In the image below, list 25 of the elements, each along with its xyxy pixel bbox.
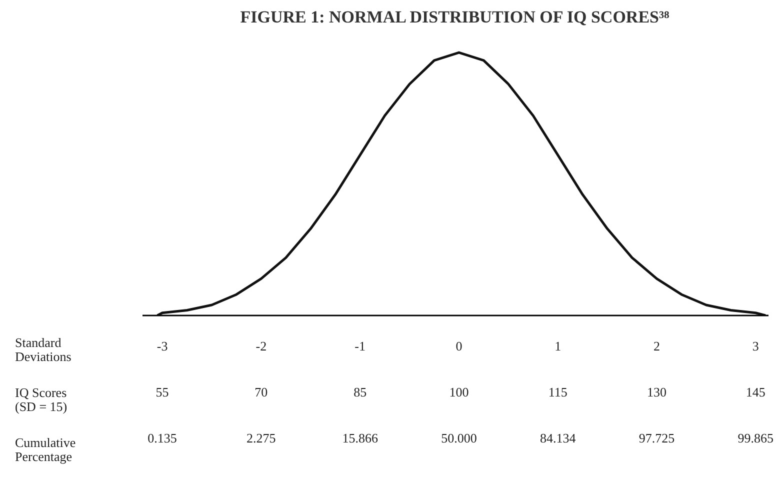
text: IQ Scores (SD = 15) [15,385,68,415]
text: Cumulative Percentage [15,435,76,465]
text: 84.134 [540,430,576,446]
x-tick-label: 0 [456,338,462,354]
x-tick-label: -2 [256,338,267,354]
x-tick-label: -1 [354,338,366,354]
text: 100 [449,384,469,400]
chart-title: FIGURE 1: NORMAL DISTRIBUTION OF IQ SCORES³⁸ [240,8,670,26]
text: 85 [354,384,367,400]
text: 55 [156,384,169,400]
text: 0.135 [148,430,177,446]
x-tick-label: 3 [752,338,759,354]
text: 99.865 [738,430,774,446]
text: 145 [746,384,766,400]
text: Standard Deviations [15,335,72,365]
x-tick-label: 2 [654,338,660,354]
text: 50.000 [441,430,477,446]
text: 130 [647,384,666,400]
text: 70 [254,384,268,400]
text: 15.866 [342,430,378,446]
x-tick-label: -3 [156,338,168,354]
x-tick-label: 1 [554,338,562,354]
text: 2.275 [246,430,276,446]
text: 97.725 [638,430,675,446]
text: 115 [548,384,568,400]
